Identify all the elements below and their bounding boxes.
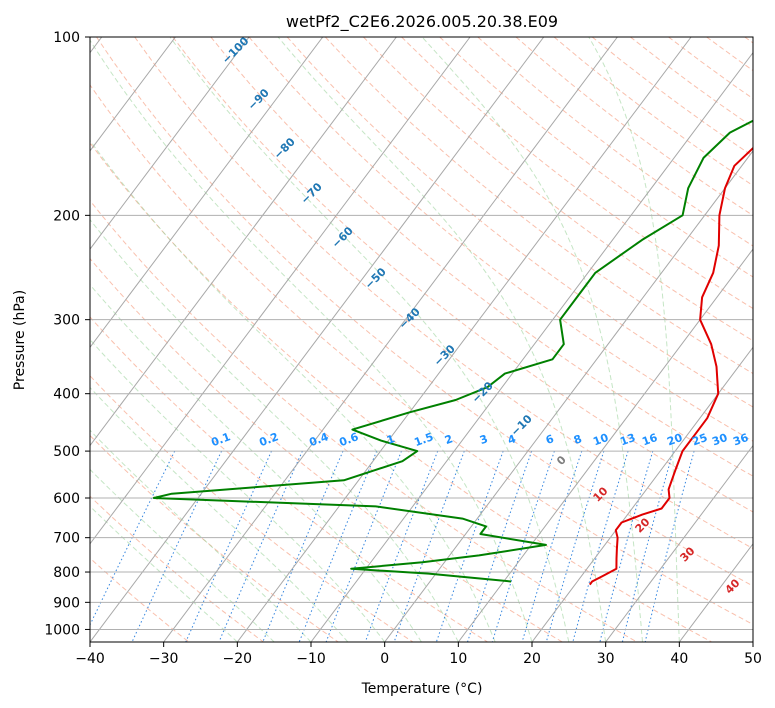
mixing-ratio-label: 0.6: [337, 430, 360, 449]
x-axis-title: Temperature (°C): [361, 681, 483, 697]
dry-adiabat-line: [96, 37, 753, 587]
isotherm-line: [236, 37, 692, 642]
mixing-ratio-line: [466, 450, 533, 642]
x-tick-label: −30: [149, 651, 179, 667]
isotherm-line: [605, 444, 753, 642]
x-tick-label: 0: [380, 651, 389, 667]
isotherm-line: [531, 346, 753, 642]
moist-adiabat-line: [421, 37, 643, 642]
mixing-ratio-label: 0.1: [209, 430, 232, 449]
x-tick-label: −20: [223, 651, 253, 667]
moist-adiabat-line: [588, 37, 680, 642]
dry-adiabat-line: [324, 37, 753, 375]
mixing-ratio-label: 10: [591, 431, 610, 449]
mixing-ratio-line: [545, 450, 605, 642]
moist-adiabat-line: [169, 37, 570, 642]
moist-adiabat-line: [277, 37, 607, 642]
x-tick-label: 20: [523, 651, 541, 667]
y-tick-label: 900: [53, 595, 80, 611]
y-tick-label: 200: [53, 208, 80, 224]
chart-title: wetPf2_C2E6.2026.005.20.38.E09: [286, 12, 558, 32]
isotherm-line: [90, 37, 545, 642]
temperature-profile-line: [588, 146, 753, 586]
moist-adiabat-line: [90, 39, 533, 642]
mixing-ratio-line: [572, 450, 629, 642]
mixing-ratio-label: 3: [478, 432, 490, 447]
mixing-ratio-line: [218, 450, 303, 642]
isotherm-line: [90, 37, 176, 152]
y-tick-label: 600: [53, 491, 80, 507]
dry-adiabat-line: [286, 37, 753, 408]
mixing-ratio-line: [435, 450, 504, 642]
isotherm-line: [163, 37, 618, 642]
x-tick-label: −40: [75, 651, 105, 667]
mixing-ratio-line: [90, 450, 176, 626]
x-tick-label: 40: [670, 651, 688, 667]
x-tick-label: 50: [744, 651, 762, 667]
mixing-ratio-label: 4: [506, 432, 518, 447]
x-tick-label: −10: [296, 651, 326, 667]
mixing-ratio-label: 0.4: [307, 430, 330, 449]
x-tick-label: 30: [597, 651, 615, 667]
y-tick-label: 700: [53, 531, 80, 547]
mixing-ratio-line: [185, 450, 272, 642]
mixing-ratio-label: 2: [443, 432, 455, 447]
mixing-ratio-label: 1.5: [412, 430, 435, 449]
y-tick-label: 500: [53, 444, 80, 460]
mixing-ratio-label: 36: [731, 431, 750, 449]
y-tick-label: 100: [53, 30, 80, 46]
dry-adiabat-line: [401, 37, 753, 310]
moist-adiabat-line: [90, 386, 349, 642]
isotherm-line: [90, 37, 250, 250]
y-tick-label: 1000: [44, 622, 80, 638]
moist-adiabat-line: [90, 139, 496, 642]
y-axis-title: Pressure (hPa): [12, 290, 28, 390]
mixing-ratio-label: 16: [640, 431, 659, 449]
moist-adiabat-line: [90, 218, 459, 642]
dry-adiabat-line: [134, 37, 753, 550]
mixing-ratio-line: [521, 450, 583, 642]
y-tick-label: 800: [53, 565, 80, 581]
isotherm-line: [90, 37, 324, 349]
plot-frame: [89, 36, 754, 643]
mixing-ratio-label: 6: [544, 432, 556, 447]
mixing-ratio-line: [393, 450, 465, 642]
isotherm-line: [90, 37, 471, 545]
mixing-ratio-label: 30: [710, 431, 729, 449]
dry-adiabat-line: [363, 37, 753, 342]
mixing-ratio-label: 8: [572, 432, 584, 447]
mixing-ratio-label: 0.2: [257, 430, 280, 449]
dry-adiabat-line: [248, 37, 753, 442]
dewpoint-profile-line: [152, 119, 753, 583]
mixing-ratio-label: 1: [385, 432, 397, 447]
isotherm-line: [384, 150, 753, 642]
mixing-ratio-line: [599, 450, 654, 642]
mixing-ratio-label: 25: [690, 431, 709, 448]
x-tick-label: 10: [449, 651, 467, 667]
mixing-ratio-label: 13: [618, 431, 637, 448]
moist-adiabat-line: [90, 468, 275, 642]
isotherm-line: [457, 248, 753, 642]
moist-adiabat-line: [90, 283, 422, 642]
y-tick-label: 300: [53, 313, 80, 329]
y-tick-label: 400: [53, 387, 80, 403]
mixing-ratio-label: 20: [665, 431, 684, 449]
isotherm-line: [310, 51, 753, 642]
isotherm-line: [90, 37, 397, 447]
